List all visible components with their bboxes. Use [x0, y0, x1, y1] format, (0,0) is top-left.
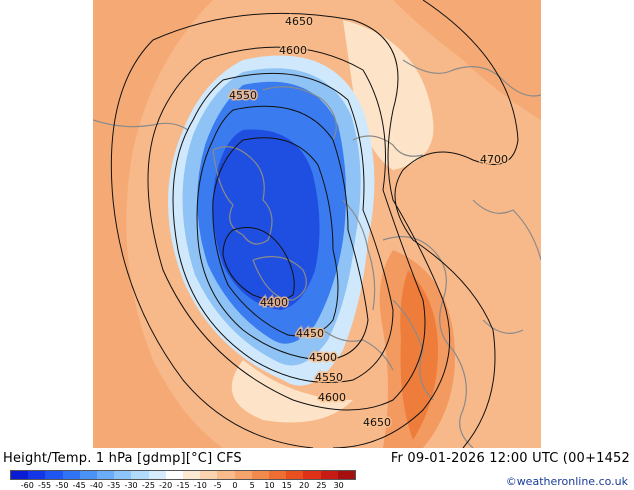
warm-patch-left [93, 0, 223, 448]
contour-label-4550-north: 4550 [229, 89, 257, 102]
contour-label-4650-south: 4650 [363, 416, 391, 429]
weather-map: 4650 4600 4550 4700 4400 4450 4500 4550 … [93, 0, 541, 448]
colorbar-swatch [11, 471, 29, 479]
contour-label-4600-north: 4600 [279, 44, 307, 57]
contour-label-4550-south: 4550 [315, 371, 343, 384]
colorbar-tick-label: 25 [316, 481, 327, 490]
contour-4550-outer [172, 72, 394, 383]
colorbar-swatch [131, 471, 149, 479]
colorbar-tick-label: 20 [299, 481, 310, 490]
colorbar-swatch [234, 471, 252, 479]
colorbar-swatch [200, 471, 218, 479]
map-title: Height/Temp. 1 hPa [gdmp][°C] CFS [3, 451, 242, 466]
colorbar-tick-label: 0 [232, 481, 238, 490]
colorbar-tick-label: 30 [333, 481, 344, 490]
contour-label-4450-south: 4450 [296, 327, 324, 340]
colorbar-swatch [45, 471, 63, 479]
colorbar-tick-label: -25 [141, 481, 155, 490]
colorbar-tick-label: -30 [124, 481, 138, 490]
colorbar-swatch [286, 471, 304, 479]
colorbar-swatch [183, 471, 201, 479]
colorbar-swatch [62, 471, 80, 479]
colorbar-tick-label: 10 [264, 481, 275, 490]
colorbar-ticks: -60 -55 -50 -45 -40 -35 -30 -25 -20 -15 -10 -5 0 5 10 1… [6, 481, 362, 490]
warm-patch-topright [393, 0, 541, 120]
colorbar-swatch [97, 471, 115, 479]
height-contours [110, 0, 519, 448]
colorbar-tick-label: -20 [159, 481, 173, 490]
colorbar-swatch [320, 471, 338, 479]
colorbar-swatch [269, 471, 287, 479]
colorbar-swatch [251, 471, 270, 479]
colorbar-tick-label: 5 [249, 481, 255, 490]
colorbar-swatch [303, 471, 321, 479]
colorbar-tick-label: -5 [213, 481, 222, 490]
colorbar-tick-label: -10 [193, 481, 207, 490]
cold-core [212, 129, 320, 310]
colorbar [10, 470, 356, 480]
colorbar-tick-label: -15 [176, 481, 190, 490]
colorbar-tick-label: -45 [72, 481, 86, 490]
hot-core-europe [400, 270, 438, 440]
coastlines [93, 59, 541, 448]
contour-4600-outer [147, 46, 426, 411]
colorbar-swatch [165, 471, 184, 479]
contour-label-4650-north: 4650 [285, 15, 313, 28]
colorbar-swatch [28, 471, 46, 479]
contour-label-4400-center: 4400 [260, 296, 288, 309]
contour-label-4600-south: 4600 [318, 391, 346, 404]
colorbar-swatch [148, 471, 166, 479]
contour-4450 [212, 137, 339, 337]
colorbar-swatch [114, 471, 132, 479]
contour-4700 [394, 0, 519, 448]
colorbar-tick-label: -55 [38, 481, 52, 490]
colorbar-swatch [79, 471, 98, 479]
colorbar-tick-label: -35 [107, 481, 121, 490]
colorbar-tick-label: -50 [55, 481, 69, 490]
contour-4650 [110, 12, 451, 448]
footer: Height/Temp. 1 hPa [gdmp][°C] CFS Fr 09-… [0, 448, 634, 490]
contour-label-4500-south: 4500 [309, 351, 337, 364]
colorbar-swatch [217, 471, 235, 479]
colorbar-tick-label: -60 [20, 481, 34, 490]
colorbar-tick-label: -40 [89, 481, 104, 490]
contour-labels: 4650 4600 4550 4700 4400 4450 4500 4550 … [228, 14, 510, 431]
contour-label-4700-east: 4700 [480, 153, 508, 166]
valid-time: Fr 09-01-2026 12:00 UTC (00+1452 [390, 451, 630, 466]
contour-4400 [222, 227, 295, 301]
colorbar-tick-label: 15 [281, 481, 292, 490]
colorbar-swatch [337, 471, 356, 479]
cream-band-south [231, 360, 353, 423]
contour-4500 [196, 105, 369, 361]
credit-link[interactable]: ©weatheronline.co.uk [505, 475, 628, 488]
